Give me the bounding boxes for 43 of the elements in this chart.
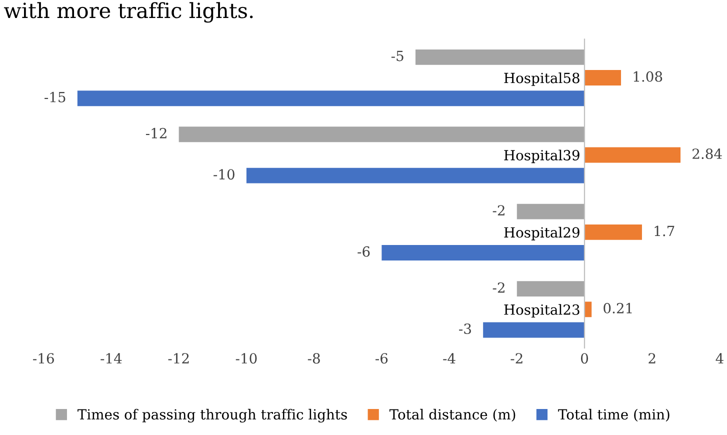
y-tick-label: Hospital39 <box>504 150 580 164</box>
data-label: -12 <box>146 128 166 138</box>
bar <box>584 147 681 163</box>
bar <box>584 70 622 86</box>
x-tick-label: -12 <box>168 353 189 364</box>
x-tick-label: 2 <box>648 353 656 364</box>
bar <box>178 126 585 142</box>
x-tick-label: 4 <box>716 353 724 364</box>
legend-label: Total distance (m) <box>389 408 516 422</box>
x-tick-label: -8 <box>308 353 320 364</box>
y-tick-label: Hospital29 <box>504 226 580 240</box>
data-label: -2 <box>492 205 504 216</box>
data-label: 1.08 <box>634 71 662 82</box>
y-tick-label: Hospital58 <box>504 72 580 86</box>
bar <box>415 49 585 65</box>
bar <box>483 322 585 338</box>
data-label: 2.84 <box>692 148 722 159</box>
text: with more traffic lights. <box>4 2 253 23</box>
bar <box>382 245 585 260</box>
data-label: -15 <box>44 92 66 102</box>
legend-label: Times of passing through traffic lights <box>78 408 347 422</box>
data-label: -3 <box>459 324 471 334</box>
data-label: -2 <box>492 282 504 293</box>
x-tick-label: -4 <box>443 353 456 364</box>
x-tick-label: 0 <box>581 353 588 364</box>
bar <box>516 281 585 297</box>
bar <box>516 204 585 220</box>
bar <box>246 168 585 184</box>
x-tick-label: -6 <box>376 353 388 364</box>
x-tick-label: -14 <box>100 353 122 364</box>
bar <box>584 224 642 240</box>
x-tick-label: -2 <box>510 353 522 364</box>
data-label: 0.21 <box>604 302 632 314</box>
data-label: -5 <box>391 50 404 62</box>
bar <box>77 90 585 106</box>
x-tick-label: -16 <box>33 353 54 364</box>
data-label: -6 <box>358 246 370 257</box>
data-label: 1.7 <box>654 226 674 236</box>
y-tick-label: Hospital23 <box>504 304 580 318</box>
bar <box>584 302 592 318</box>
legend-label: Total time (min) <box>558 408 670 422</box>
x-tick-label: -10 <box>236 353 257 364</box>
data-label: -10 <box>214 169 234 180</box>
